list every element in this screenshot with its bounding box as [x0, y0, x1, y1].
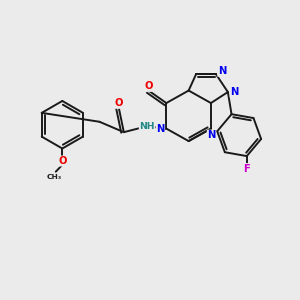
Text: O: O: [144, 81, 153, 92]
Text: N: N: [218, 66, 226, 76]
Text: N: N: [230, 87, 238, 97]
Text: NH: NH: [139, 122, 155, 131]
Text: F: F: [243, 164, 250, 174]
Text: CH₃: CH₃: [46, 174, 62, 180]
Text: O: O: [58, 156, 67, 166]
Text: N: N: [156, 124, 165, 134]
Text: O: O: [115, 98, 123, 108]
Text: N: N: [207, 130, 216, 140]
